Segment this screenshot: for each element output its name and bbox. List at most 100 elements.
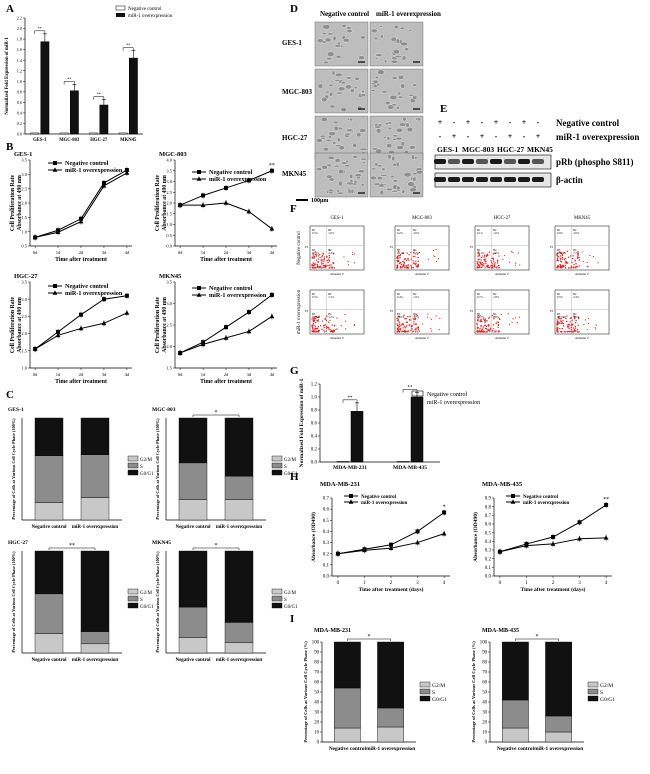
line-chart-mkn45: 1.5 2.0 2.5 3.0 3.5 0d 1d 2d 3d 4d Time after trea… [155, 273, 277, 385]
line-chart-ges-1: 0.5 1.0 1.5 2.0 2.5 3.0 3.5 0d 1d 2d 3d 4d Time afte… [10, 151, 132, 263]
cell-shape [356, 132, 362, 138]
flow-event [586, 328, 588, 331]
panel-f-flow-cytometry: GES-1 MGC-803 HGC-27 MKN45 Negative control m… [297, 216, 610, 340]
y-tick-label: 3.5 [166, 168, 172, 173]
quadrant-percent: 3.2% [493, 252, 499, 255]
cell-shape [328, 190, 334, 195]
flow-event [335, 328, 337, 330]
cell-shape [392, 134, 398, 138]
flow-event [572, 266, 575, 268]
data-point [200, 341, 206, 347]
flow-event [496, 260, 499, 262]
y-tick-label: 2.0 [17, 26, 22, 31]
significance-bracket [93, 96, 105, 100]
flow-event [430, 318, 433, 320]
flow-event [343, 256, 345, 258]
flow-event [325, 325, 328, 328]
flow-plot-frame [309, 289, 365, 335]
flow-event [407, 267, 410, 269]
y-tick-label: 0.5 [485, 531, 492, 536]
data-point [177, 350, 183, 355]
flow-event [478, 265, 481, 267]
blot-sign: + [522, 118, 527, 127]
cell-shape [391, 155, 396, 162]
y-tick-label: 0.4 [323, 530, 330, 535]
cell-shape [333, 125, 339, 132]
flow-event [316, 265, 319, 268]
cell-shape [401, 55, 407, 61]
y-tick-label: 50 [482, 691, 487, 696]
flow-event [412, 255, 414, 258]
flow-event [313, 320, 316, 322]
series-line [179, 315, 273, 354]
data-point [32, 234, 38, 240]
flow-event [570, 331, 573, 333]
stacked-bar-segment [80, 454, 110, 498]
significance-bracket [63, 81, 75, 85]
flow-event [496, 321, 498, 323]
stacked-chart-mkn45: Negative control miR-1 overexpression * Per… [152, 540, 298, 663]
quadrant-id: B3 [397, 313, 401, 316]
x-category-label: MDA-MB-231 [333, 465, 367, 471]
quadrant-id: B3 [312, 249, 316, 252]
flow-event [413, 318, 416, 320]
chart-title: MKN45 [152, 540, 171, 546]
stacked-bar-segment [377, 707, 404, 728]
legend-swatch [271, 595, 283, 602]
cell-shape [327, 155, 335, 160]
flow-event [417, 256, 419, 259]
cell-shape [400, 41, 408, 47]
flow-event [438, 329, 440, 331]
x-axis-label: Time after treatment (days) [359, 586, 424, 593]
panel-label-g: G [290, 365, 299, 377]
y-tick-label: 3.0 [21, 297, 27, 302]
cell-shape [327, 51, 335, 57]
flow-event [417, 266, 419, 268]
cell-shape [324, 37, 332, 43]
flow-event [412, 330, 415, 333]
flow-event [564, 266, 567, 269]
flow-event [399, 325, 401, 327]
blot-sign: - [453, 118, 456, 127]
flow-event [484, 319, 486, 322]
flow-event [573, 263, 575, 266]
x-category-label: miR-1 overexpression [72, 658, 119, 663]
x-tick-label: 1 [363, 581, 366, 586]
cell-shape [411, 154, 415, 160]
flow-event [575, 320, 577, 322]
flow-event [558, 317, 560, 320]
flow-event [328, 328, 330, 330]
quadrant-id: B3 [557, 249, 561, 252]
flow-event [569, 321, 572, 323]
flow-event [483, 331, 485, 333]
chart-title: HGC-27 [8, 540, 28, 546]
flow-event [312, 253, 314, 255]
flow-event [569, 267, 571, 269]
legend-label: Negative control [361, 495, 397, 500]
flow-event [483, 258, 486, 261]
flow-event [402, 324, 404, 326]
data-point [415, 529, 420, 534]
quadrant-id: B4 [493, 249, 497, 252]
flow-event [479, 266, 482, 268]
flow-event [514, 317, 516, 319]
x-category-label: miR-1 overexpression [534, 746, 583, 752]
flow-event [324, 324, 326, 326]
quadrant-percent: 0.3% [312, 296, 318, 299]
blot-sign: + [452, 132, 457, 141]
flow-event [321, 261, 323, 263]
legend-label: G2/M [284, 458, 297, 463]
flow-event [314, 251, 317, 253]
flow-event [482, 318, 485, 320]
flow-event [477, 318, 479, 321]
quadrant-id: B2 [493, 293, 497, 296]
y-tick-label: 70 [482, 671, 487, 676]
flow-event [564, 264, 566, 266]
y-tick-label: 1.5 [21, 348, 27, 353]
cell-shape [373, 36, 379, 41]
legend-marker [349, 494, 353, 498]
flow-plot-frame [309, 225, 365, 271]
